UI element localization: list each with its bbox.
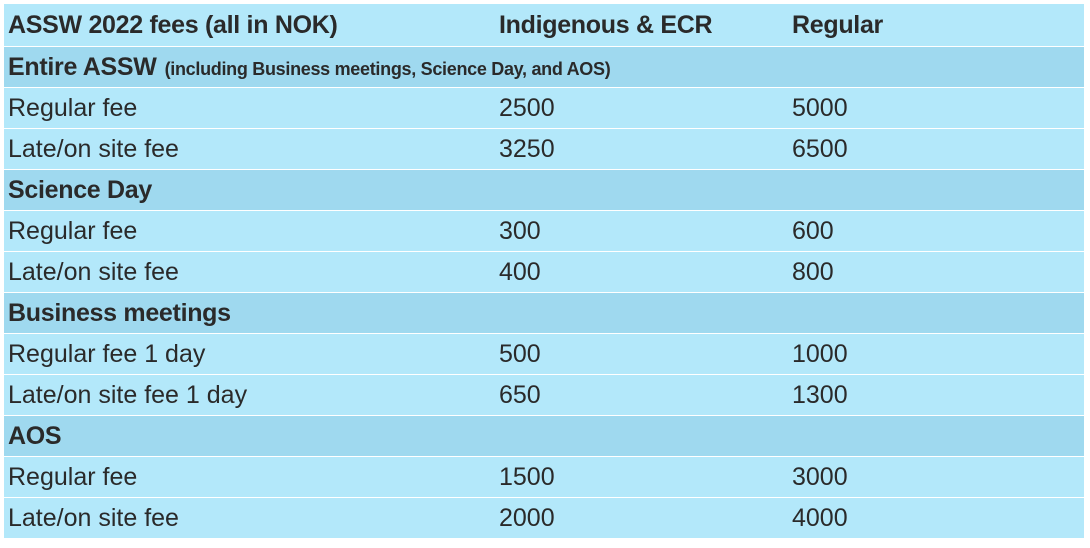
row-indigenous-ecr-value: 500 bbox=[499, 339, 541, 368]
table-row: Late/on site fee 1 day 650 1300 bbox=[4, 374, 1084, 415]
row-label: Late/on site fee bbox=[8, 257, 179, 286]
section-note: (including Business meetings, Science Da… bbox=[164, 58, 611, 79]
row-regular-value: 3000 bbox=[792, 462, 848, 491]
table-row: Regular fee 2500 5000 bbox=[4, 87, 1084, 128]
row-regular-value: 5000 bbox=[792, 93, 848, 122]
table-row: Late/on site fee 3250 6500 bbox=[4, 128, 1084, 169]
section-title-text: Science Day bbox=[8, 175, 153, 204]
row-regular-value: 600 bbox=[792, 216, 834, 245]
row-indigenous-ecr-value: 1500 bbox=[499, 462, 555, 491]
row-label: Late/on site fee bbox=[8, 503, 179, 532]
row-indigenous-ecr-value: 400 bbox=[499, 257, 541, 286]
section-title-text: Entire ASSW bbox=[8, 52, 157, 81]
section-title-text: AOS bbox=[8, 421, 62, 450]
fees-table: ASSW 2022 fees (all in NOK) Indigenous &… bbox=[4, 4, 1084, 538]
row-indigenous-ecr-value: 650 bbox=[499, 380, 541, 409]
row-regular-value: 4000 bbox=[792, 503, 848, 532]
row-regular-value: 1000 bbox=[792, 339, 848, 368]
row-label: Late/on site fee bbox=[8, 134, 179, 163]
header-indigenous-ecr: Indigenous & ECR bbox=[499, 10, 713, 39]
row-regular-value: 6500 bbox=[792, 134, 848, 163]
row-regular-value: 800 bbox=[792, 257, 834, 286]
section-row-science-day: Science Day bbox=[4, 169, 1084, 210]
row-label: Late/on site fee 1 day bbox=[8, 380, 248, 409]
row-label: Regular fee bbox=[8, 93, 138, 122]
row-label: Regular fee bbox=[8, 462, 138, 491]
section-title: Entire ASSW (including Business meetings… bbox=[8, 47, 611, 87]
section-row-aos: AOS bbox=[4, 415, 1084, 456]
table-row: Regular fee 1 day 500 1000 bbox=[4, 333, 1084, 374]
section-row-business-meetings: Business meetings bbox=[4, 292, 1084, 333]
row-indigenous-ecr-value: 2000 bbox=[499, 503, 555, 532]
row-indigenous-ecr-value: 3250 bbox=[499, 134, 555, 163]
row-indigenous-ecr-value: 2500 bbox=[499, 93, 555, 122]
section-title-text: Business meetings bbox=[8, 298, 231, 327]
table-row: Regular fee 1500 3000 bbox=[4, 456, 1084, 497]
section-row-entire-assw: Entire ASSW (including Business meetings… bbox=[4, 46, 1084, 87]
table-header-row: ASSW 2022 fees (all in NOK) Indigenous &… bbox=[4, 4, 1084, 46]
table-row: Late/on site fee 400 800 bbox=[4, 251, 1084, 292]
row-label: Regular fee bbox=[8, 216, 138, 245]
table-row: Regular fee 300 600 bbox=[4, 210, 1084, 251]
header-fees-label: ASSW 2022 fees (all in NOK) bbox=[8, 10, 338, 39]
row-indigenous-ecr-value: 300 bbox=[499, 216, 541, 245]
row-label: Regular fee 1 day bbox=[8, 339, 206, 368]
row-regular-value: 1300 bbox=[792, 380, 848, 409]
table-row: Late/on site fee 2000 4000 bbox=[4, 497, 1084, 538]
header-regular: Regular bbox=[792, 10, 883, 39]
